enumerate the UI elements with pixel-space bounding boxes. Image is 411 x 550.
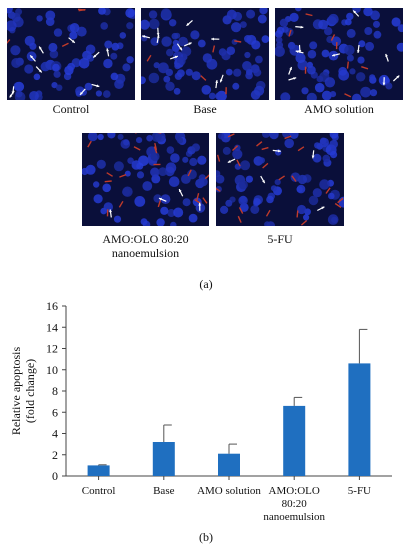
y-tick-label: 4 [52,427,58,441]
micrograph-amo-olo-nanoemulsion-image [82,133,209,226]
caption-5fu: 5-FU [267,232,293,246]
bar-4 [348,363,371,476]
panel-label-a: (a) [199,277,213,291]
caption-amo-olo-nanoemulsion: AMO:OLO 80:20 nanoemulsion [82,232,209,260]
apoptosis-bar-chart: 0 2 4 6 8 10 12 14 16 Control Base AMO solution AMO… [9,299,392,523]
y-tick-label: 0 [52,469,58,483]
micrograph-base [141,8,269,100]
micrograph-5fu-image [216,133,344,226]
y-tick-label: 6 [52,405,58,419]
y-tick-label: 2 [52,448,58,462]
x-tick-label-3: AMO:OLO 80:20 nanoemulsion [263,485,325,523]
bar-3 [283,405,306,476]
bar-2 [218,453,240,476]
micrograph-amo-olo-nanoemulsion [82,133,209,226]
y-axis-label: Relative apoptosis(fold change) [9,347,37,436]
bar-1 [152,442,175,476]
x-tick-label-0: Control [82,485,116,497]
micrograph-control [7,8,135,100]
y-tick-label: 10 [46,363,58,377]
y-tick-label: 8 [52,384,58,398]
micrograph-amo-solution [275,8,403,100]
micrograph-control-image [7,8,135,100]
x-tick-label-1: Base [153,485,175,497]
micrograph-base-image [141,8,269,100]
caption-control: Control [52,102,90,116]
micrograph-amo-solution-image [275,8,403,100]
caption-base: Base [193,102,217,116]
y-axis: 0 2 4 6 8 10 12 14 16 [46,299,67,483]
x-tick-label-4: 5-FU [348,485,371,497]
y-tick-label: 12 [46,342,58,356]
y-axis-title: Relative apoptosis(fold change) [9,347,37,436]
panel-label-b: (b) [199,530,213,544]
x-tick-label-2: AMO solution [197,485,261,497]
y-tick-label: 14 [46,320,58,334]
bar-0 [87,465,110,476]
error-bars-group [98,328,368,466]
caption-amo-solution: AMO solution [304,102,374,116]
x-tick-labels: Control Base AMO solution AMO:OLO 80:20 nanoe… [82,485,371,523]
caption-amo-olo-line-2: nanoemulsion [111,246,180,260]
y-tick-label: 16 [46,299,58,313]
bars-group [87,363,371,476]
caption-amo-olo-line-1: AMO:OLO 80:20 [102,232,189,246]
micrograph-5fu [216,133,344,226]
x-axis [66,475,392,480]
